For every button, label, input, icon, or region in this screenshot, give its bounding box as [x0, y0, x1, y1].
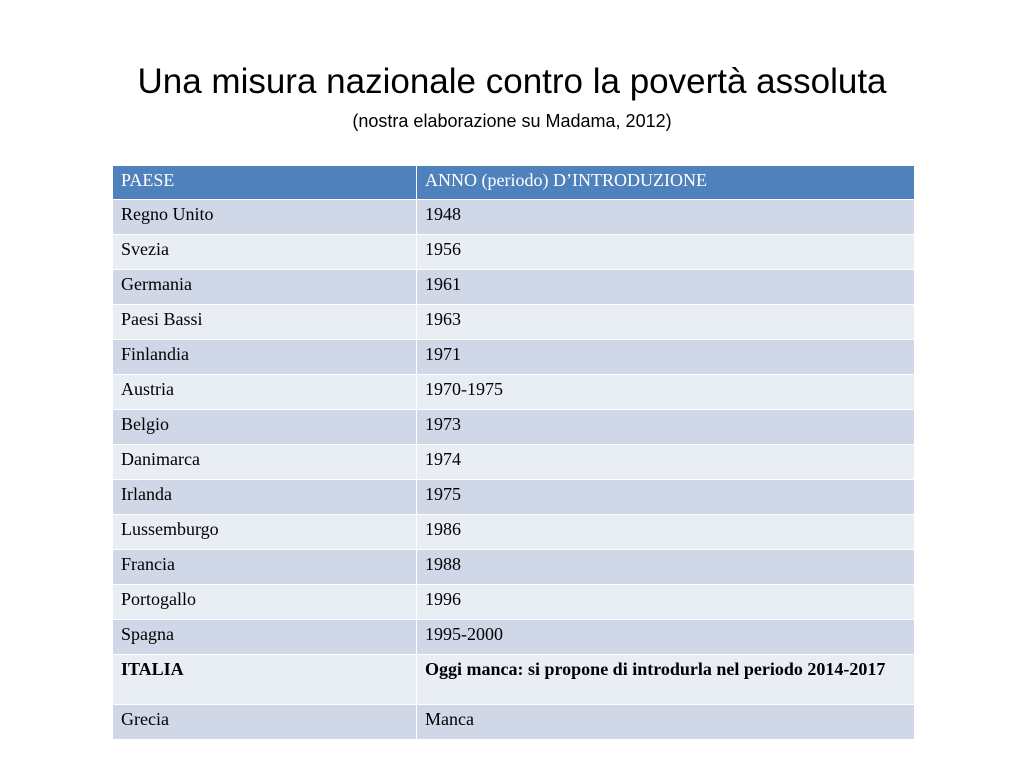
cell-country: Regno Unito [112, 199, 417, 235]
table-row: Portogallo 1996 [112, 584, 915, 620]
table-row: Spagna 1995-2000 [112, 619, 915, 655]
cell-year: 1963 [416, 304, 915, 340]
table-row: Grecia Manca [112, 704, 915, 740]
slide-title: Una misura nazionale contro la povertà a… [137, 62, 887, 101]
cell-country: Spagna [112, 619, 417, 655]
table-row: ITALIA Oggi manca: si propone di introdur… [112, 654, 915, 705]
header-country: PAESE [112, 165, 417, 200]
slide-subtitle: (nostra elaborazione su Madama, 2012) [352, 111, 672, 131]
cell-year: 1961 [416, 269, 915, 305]
cell-year: 1986 [416, 514, 915, 550]
cell-country: Svezia [112, 234, 417, 270]
table-row: Lussemburgo 1986 [112, 514, 915, 550]
table-row: Irlanda 1975 [112, 479, 915, 515]
cell-year: 1973 [416, 409, 915, 445]
cell-year: 1971 [416, 339, 915, 375]
table-row: Svezia 1956 [112, 234, 915, 270]
cell-country: Irlanda [112, 479, 417, 515]
cell-year: 1948 [416, 199, 915, 235]
cell-country: ITALIA [112, 654, 417, 705]
cell-country: Danimarca [112, 444, 417, 480]
cell-country: Belgio [112, 409, 417, 445]
table-row: Germania 1961 [112, 269, 915, 305]
cell-year: 1995-2000 [416, 619, 915, 655]
cell-country: Paesi Bassi [112, 304, 417, 340]
cell-year: 1956 [416, 234, 915, 270]
cell-country: Grecia [112, 704, 417, 740]
cell-year: 1974 [416, 444, 915, 480]
cell-country: Lussemburgo [112, 514, 417, 550]
table-header-row: PAESE ANNO (periodo) D’INTRODUZIONE [112, 165, 915, 200]
cell-country: Austria [112, 374, 417, 410]
cell-year: 1975 [416, 479, 915, 515]
cell-year: Manca [416, 704, 915, 740]
cell-country: Finlandia [112, 339, 417, 375]
table-row: Francia 1988 [112, 549, 915, 585]
cell-year: Oggi manca: si propone di introdurla nel… [416, 654, 915, 705]
table-row: Paesi Bassi 1963 [112, 304, 915, 340]
table-row: Regno Unito 1948 [112, 199, 915, 235]
introduction-year-table: PAESE ANNO (periodo) D’INTRODUZIONE Regn… [112, 165, 915, 740]
table-row: Belgio 1973 [112, 409, 915, 445]
cell-year: 1970-1975 [416, 374, 915, 410]
cell-country: Francia [112, 549, 417, 585]
table-row: Austria 1970-1975 [112, 374, 915, 410]
cell-country: Germania [112, 269, 417, 305]
cell-year: 1996 [416, 584, 915, 620]
table-row: Finlandia 1971 [112, 339, 915, 375]
table-row: Danimarca 1974 [112, 444, 915, 480]
cell-year: 1988 [416, 549, 915, 585]
table-body: Regno Unito 1948 Svezia 1956 Germania 1961 Pae… [112, 199, 915, 740]
header-year: ANNO (periodo) D’INTRODUZIONE [416, 165, 915, 200]
cell-country: Portogallo [112, 584, 417, 620]
